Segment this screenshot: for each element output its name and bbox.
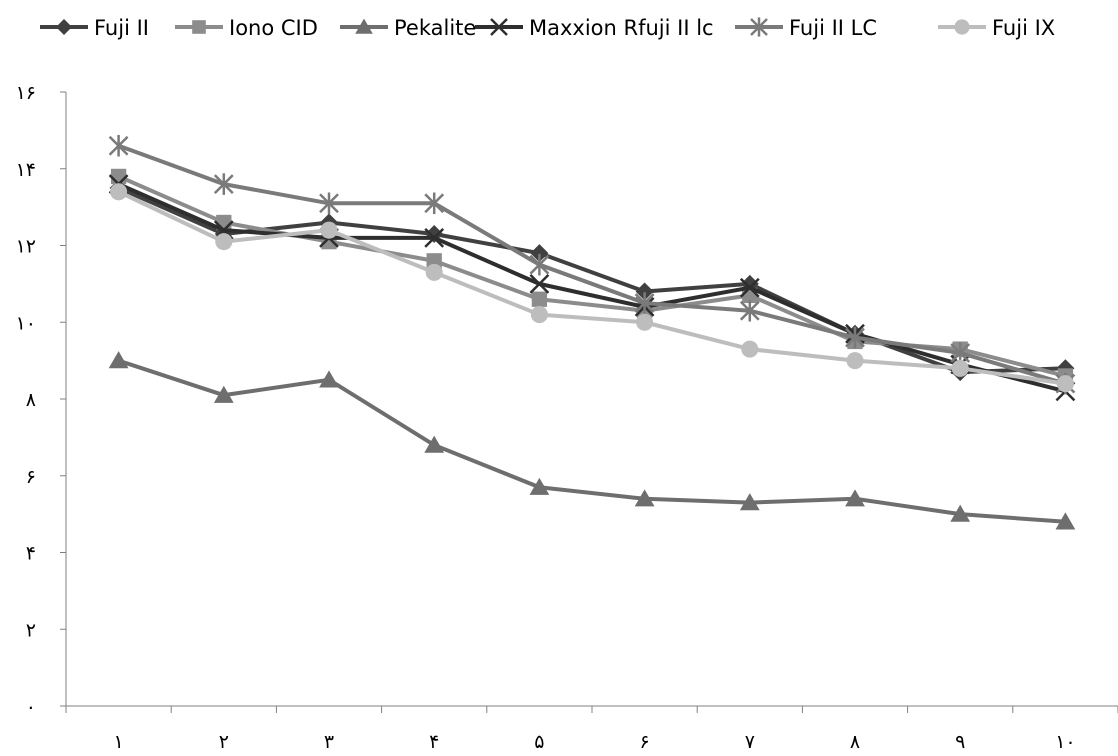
data-point-pekalite xyxy=(213,385,234,403)
legend-marker-fuji-ii xyxy=(56,19,72,35)
data-point-pekalite xyxy=(424,435,445,453)
data-point-pekalite xyxy=(1055,512,1076,530)
y-tick-label: ١۶ xyxy=(16,82,36,104)
series-fuji-ii xyxy=(109,178,1075,382)
x-tick-label: ۵ xyxy=(534,731,544,753)
legend-label: Fuji IX xyxy=(992,16,1055,40)
data-point-fuji-ii-lc xyxy=(319,192,339,215)
series-line-fuji-ii-lc xyxy=(117,143,1066,386)
y-tick-label: ٠ xyxy=(26,696,36,718)
legend-item-iono-cid: Iono CID xyxy=(175,16,318,40)
x-tick-label: ٣ xyxy=(324,731,334,753)
x-tick-label: ١٠ xyxy=(1055,731,1075,753)
data-point-fuji-ix xyxy=(951,359,969,377)
data-point-pekalite xyxy=(739,493,760,511)
data-point-fuji-ix xyxy=(215,233,233,251)
data-point-iono-cid xyxy=(531,291,548,307)
series-line-fuji-ii xyxy=(117,186,1066,375)
y-tick-label: ١٠ xyxy=(16,312,36,334)
series-line-pekalite xyxy=(117,358,1066,524)
legend-marker-fuji-ix xyxy=(954,19,970,35)
data-point-fuji-ii-lc xyxy=(529,253,550,276)
data-point-maxxion-rfuji-ii-lc xyxy=(739,277,760,298)
y-tick-label: ۶ xyxy=(26,466,36,488)
x-tick-label: ۴ xyxy=(429,731,439,753)
data-point-fuji-ix xyxy=(320,221,338,239)
legend-marker-iono-cid xyxy=(192,20,206,34)
x-tick-label: ٧ xyxy=(745,731,755,753)
data-point-fuji-ii-lc xyxy=(424,192,445,215)
data-point-fuji-ii-lc xyxy=(845,326,865,349)
series-line-fuji-ix xyxy=(117,189,1066,386)
data-point-pekalite xyxy=(108,351,129,369)
y-tick-label: ۴ xyxy=(26,543,36,565)
data-point-fuji-ix xyxy=(636,313,654,331)
x-tick-label: ٩ xyxy=(955,731,965,753)
data-point-iono-cid xyxy=(110,168,127,185)
data-point-maxxion-rfuji-ii-lc xyxy=(424,227,445,248)
data-point-fuji-ii xyxy=(530,244,549,263)
legend-label: Pekalite xyxy=(394,16,476,40)
data-point-pekalite xyxy=(950,504,971,522)
series-pekalite xyxy=(108,351,1076,530)
legend-label: Fuji II xyxy=(94,16,149,40)
legend-marker-maxxion-rfuji-ii-lc xyxy=(490,18,508,36)
data-point-fuji-ix xyxy=(110,183,128,201)
legend-item-fuji-ii-lc: Fuji II LC xyxy=(735,16,877,40)
legend-label: Maxxion Rfuji II lc xyxy=(529,16,714,40)
data-point-fuji-ii-lc xyxy=(634,292,655,314)
y-tick-label: ٨ xyxy=(26,389,36,411)
y-tick-label: ١٢ xyxy=(16,236,36,258)
data-point-pekalite xyxy=(529,477,550,495)
y-axis: ٠ ٢ ۴ ۶ ٨ ١٠ ١٢ ١۴ ١۶ xyxy=(16,82,67,718)
x-axis: ١ ٢ ٣ ۴ ۵ ۶ ٧ ٨ ٩ ١٠ xyxy=(65,705,1118,753)
legend-marker-pekalite xyxy=(355,18,373,34)
data-point-fuji-ii-lc xyxy=(108,134,129,157)
series-fuji-ix xyxy=(110,183,1074,393)
y-tick-label: ٢ xyxy=(26,619,36,641)
legend-item-pekalite: Pekalite xyxy=(340,16,476,40)
data-point-pekalite xyxy=(845,489,865,507)
legend-label: Iono CID xyxy=(229,16,318,40)
x-tick-label: ٢ xyxy=(219,731,229,753)
data-point-fuji-ii-lc xyxy=(213,173,234,195)
x-tick-label: ٨ xyxy=(850,731,860,753)
data-point-fuji-ix xyxy=(1056,375,1074,393)
data-point-maxxion-rfuji-ii-lc xyxy=(529,273,550,294)
legend-item-fuji-ii: Fuji II xyxy=(40,16,149,40)
data-point-pekalite xyxy=(634,489,655,507)
data-point-fuji-ii xyxy=(635,282,654,301)
data-point-fuji-ii-lc xyxy=(739,299,760,322)
series-layer xyxy=(108,134,1076,530)
data-point-fuji-ix xyxy=(741,340,759,358)
data-point-iono-cid xyxy=(426,253,442,269)
legend: Fuji II Iono CID Pekalite Maxxion Rfuji II … xyxy=(40,16,1055,40)
y-tick-label: ١۴ xyxy=(16,159,36,181)
data-point-fuji-ix xyxy=(530,306,548,324)
data-point-pekalite xyxy=(319,370,339,388)
data-point-fuji-ix xyxy=(846,352,864,370)
legend-marker-fuji-ii-lc xyxy=(750,17,768,37)
legend-item-maxxion-rfuji-ii-lc: Maxxion Rfuji II lc xyxy=(475,16,714,40)
legend-label: Fuji II LC xyxy=(789,16,877,40)
x-tick-label: ۶ xyxy=(639,731,649,753)
x-tick-label: ١ xyxy=(113,731,123,753)
legend-item-fuji-ix: Fuji IX xyxy=(938,16,1055,40)
data-point-fuji-ix xyxy=(425,263,443,281)
series-iono-cid xyxy=(110,168,1074,384)
